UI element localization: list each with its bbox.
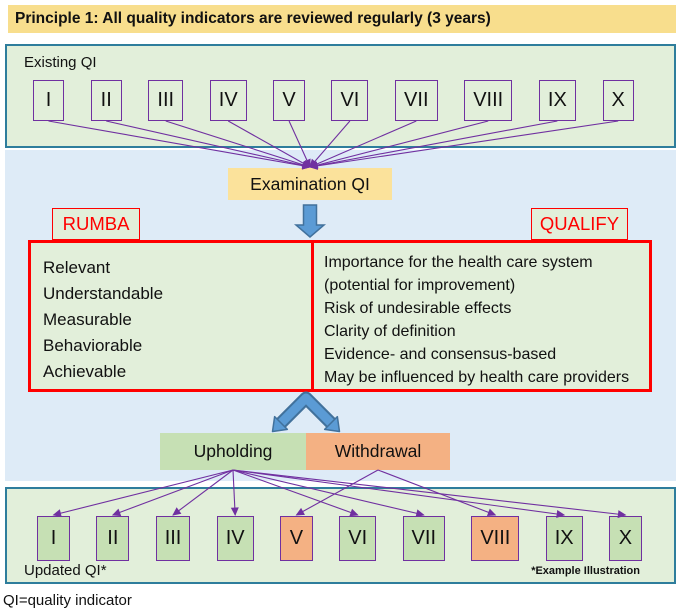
rumba-tag: RUMBA [52,208,140,240]
qualify-criterion: Clarity of definition [324,323,456,340]
examination-qi-box: Examination QI [228,168,392,200]
updated-qi-box: VIII [471,516,520,561]
rumba-criteria-list: Relevant Understandable Measurable Behav… [31,243,311,389]
existing-qi-box: X [602,80,634,121]
updated-qi-box: III [155,516,191,561]
updated-qi-box: VII [402,516,445,561]
qi-abbreviation-note: QI=quality indicator [3,592,132,609]
criteria-box: Relevant Understandable Measurable Behav… [28,240,652,392]
qualify-criteria-list: Importance for the health care system (p… [311,243,649,389]
rumba-criterion: Behaviorable [43,336,143,355]
updated-qi-box: V [279,516,313,561]
existing-qi-box: I [33,80,64,121]
updated-qi-box: II [96,516,130,561]
upholding-box: Upholding [160,433,306,470]
principle-title: Principle 1: All quality indicators are … [8,5,676,33]
existing-qi-box: IX [538,80,576,121]
rumba-criterion: Achievable [43,362,127,381]
updated-qi-row: I II III IV V VI VII VIII IX X [7,516,674,561]
existing-qi-box: II [90,80,122,121]
qualify-criterion: May be influenced by health care provide… [324,369,630,386]
withdrawal-box: Withdrawal [306,433,450,470]
existing-qi-row: I II III IV V VI VII VIII IX X [7,80,674,121]
existing-qi-section: Existing QI I II III IV V VI VII VIII IX… [5,44,676,148]
existing-qi-box: VIII [464,80,513,121]
qualify-criterion: Importance for the health care system (p… [324,254,593,294]
updated-qi-box: X [608,516,642,561]
updated-qi-box: IV [216,516,254,561]
existing-qi-box: IV [209,80,247,121]
updated-qi-label: Updated QI* [24,562,107,579]
updated-qi-box: IX [545,516,583,561]
rumba-criterion: Measurable [43,310,132,329]
existing-qi-box: VII [395,80,438,121]
qualify-criterion: Risk of undesirable effects [324,300,512,317]
existing-qi-box: V [273,80,305,121]
rumba-criterion: Relevant [43,258,111,277]
existing-qi-box: III [148,80,184,121]
example-illustration-footnote: *Example Illustration [531,565,640,577]
updated-qi-section: I II III IV V VI VII VIII IX X Updated Q… [5,487,676,584]
rumba-criterion: Understandable [43,284,164,303]
qualify-criterion: Evidence- and consensus-based [324,346,557,363]
qualify-tag: QUALIFY [531,208,628,240]
existing-qi-box: VI [331,80,369,121]
existing-qi-label: Existing QI [24,54,97,71]
updated-qi-box: I [37,516,70,561]
updated-qi-box: VI [339,516,377,561]
